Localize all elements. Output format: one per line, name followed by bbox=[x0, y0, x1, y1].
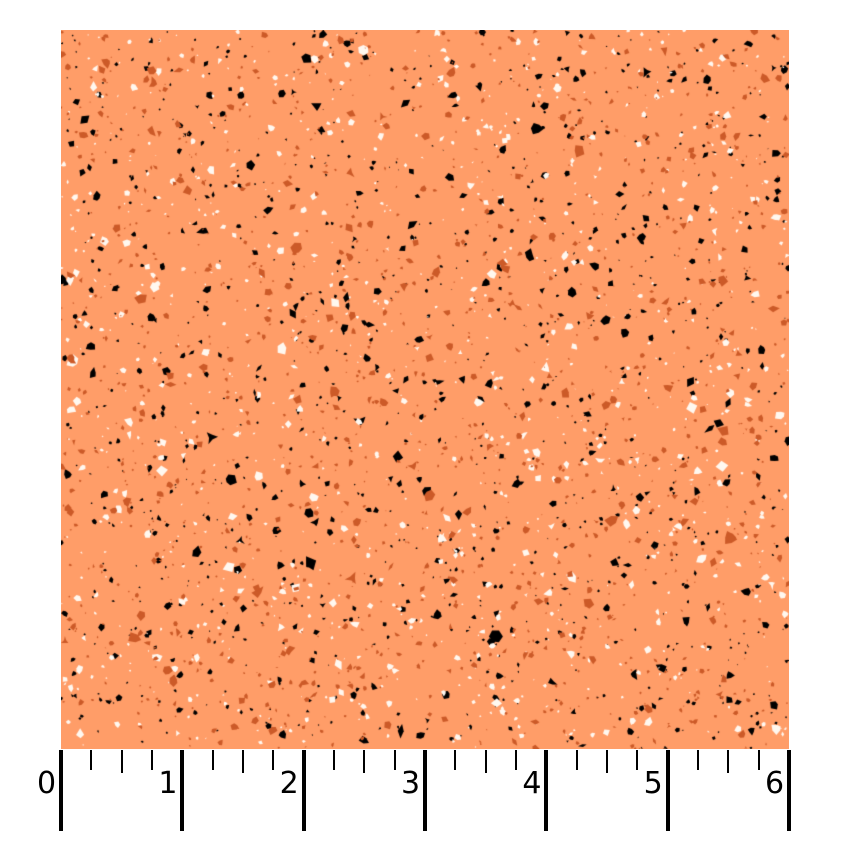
ruler-major-tick bbox=[301, 750, 306, 831]
ruler-label: 6 bbox=[764, 766, 785, 801]
ruler-label: 0 bbox=[37, 766, 57, 801]
ruler-quarter-tick bbox=[636, 750, 639, 770]
ruler-quarter-tick bbox=[454, 750, 457, 770]
ruler-label: 2 bbox=[279, 766, 299, 801]
ruler-half-tick bbox=[120, 750, 123, 773]
ruler-major-tick bbox=[665, 750, 670, 831]
ruler-quarter-tick bbox=[514, 750, 517, 770]
ruler-label: 5 bbox=[643, 766, 663, 801]
ruler-quarter-tick bbox=[211, 750, 214, 770]
ruler-major-tick bbox=[422, 750, 427, 831]
ruler-quarter-tick bbox=[757, 750, 760, 770]
ruler-label: 3 bbox=[400, 766, 421, 801]
ruler-major-tick bbox=[59, 750, 63, 831]
ruler-quarter-tick bbox=[393, 750, 396, 770]
ruler-half-tick bbox=[605, 750, 608, 773]
fabric-swatch bbox=[61, 30, 789, 749]
ruler-major-tick bbox=[786, 750, 791, 831]
ruler-half-tick bbox=[363, 750, 366, 773]
ruler-quarter-tick bbox=[272, 750, 275, 770]
ruler-major-tick bbox=[544, 750, 549, 831]
ruler-quarter-tick bbox=[332, 750, 335, 770]
ruler-major-tick bbox=[180, 750, 185, 831]
ruler: 0 1 2 3 4 5 6 bbox=[0, 749, 850, 850]
ruler-quarter-tick bbox=[575, 750, 578, 770]
ruler-half-tick bbox=[241, 750, 244, 773]
ruler-quarter-tick bbox=[150, 750, 153, 770]
ruler-quarter-tick bbox=[696, 750, 699, 770]
ruler-half-tick bbox=[727, 750, 730, 773]
ruler-label: 1 bbox=[158, 766, 178, 801]
ruler-half-tick bbox=[484, 750, 487, 773]
ruler-label: 4 bbox=[522, 766, 542, 801]
ruler-quarter-tick bbox=[90, 750, 93, 770]
